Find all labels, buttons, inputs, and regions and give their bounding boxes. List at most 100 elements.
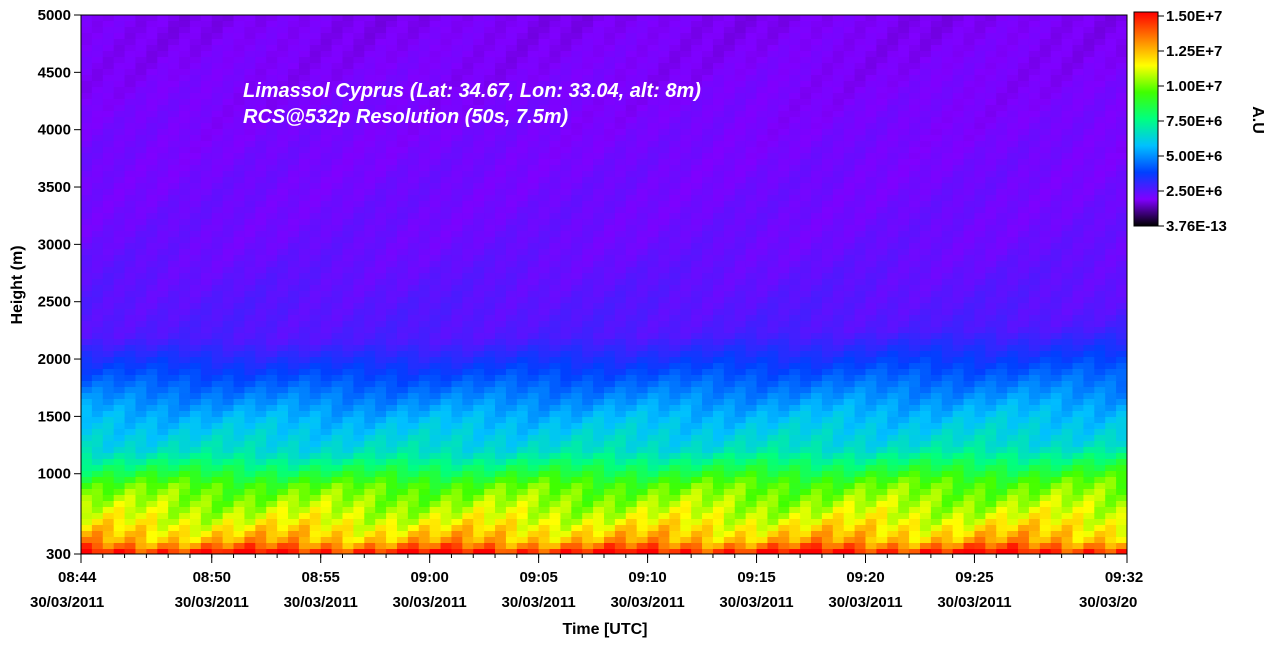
heatmap-cell: [669, 147, 681, 154]
heatmap-cell: [364, 81, 376, 88]
heatmap-cell: [81, 381, 93, 388]
heatmap-cell: [418, 21, 431, 28]
heatmap-cell: [266, 57, 278, 64]
heatmap-cell: [124, 375, 137, 382]
heatmap-cell: [189, 351, 202, 358]
heatmap-cell: [146, 165, 158, 172]
heatmap-cell: [505, 345, 518, 352]
heatmap-cell: [593, 543, 605, 550]
heatmap-cell: [277, 357, 289, 364]
heatmap-cell: [386, 369, 398, 376]
heatmap-cell: [233, 441, 246, 448]
heatmap-cell: [233, 195, 246, 202]
heatmap-cell: [309, 465, 322, 472]
heatmap-cell: [244, 351, 256, 358]
heatmap-cell: [255, 99, 267, 106]
heatmap-cell: [135, 453, 147, 460]
heatmap-cell: [582, 471, 594, 478]
heatmap-cell: [538, 255, 551, 262]
heatmap-cell: [309, 147, 322, 154]
heatmap-cell: [124, 159, 137, 166]
heatmap-cell: [288, 267, 300, 274]
heatmap-cell: [375, 411, 387, 418]
heatmap-cell: [233, 135, 246, 142]
heatmap-cell: [146, 39, 158, 46]
heatmap-cell: [549, 279, 562, 286]
heatmap-cell: [364, 549, 376, 554]
heatmap-cell: [604, 321, 616, 328]
heatmap-cell: [407, 33, 420, 40]
heatmap-cell: [288, 501, 300, 508]
heatmap-cell: [331, 57, 344, 64]
heatmap-cell: [102, 33, 115, 40]
heatmap-cell: [342, 249, 354, 256]
heatmap-cell: [636, 447, 649, 454]
heatmap-cell: [386, 183, 398, 190]
heatmap-cell: [233, 537, 246, 544]
heatmap-cell: [81, 543, 93, 550]
heatmap-cell: [614, 105, 627, 112]
heatmap-cell: [549, 189, 562, 196]
heatmap-cell: [233, 117, 246, 124]
heatmap-cell: [593, 399, 605, 406]
heatmap-cell: [440, 297, 453, 304]
heatmap-cell: [157, 39, 169, 46]
heatmap-cell: [320, 57, 333, 64]
heatmap-cell: [407, 501, 420, 508]
heatmap-cell: [298, 15, 311, 22]
heatmap-cell: [582, 249, 594, 256]
heatmap-cell: [527, 219, 540, 226]
heatmap-cell: [353, 471, 365, 478]
heatmap-cell: [440, 261, 453, 268]
heatmap-cell: [614, 165, 627, 172]
heatmap-cell: [288, 477, 300, 484]
heatmap-cell: [211, 417, 224, 424]
heatmap-cell: [440, 273, 453, 280]
heatmap-cell: [157, 465, 169, 472]
heatmap-cell: [102, 327, 115, 334]
heatmap-cell: [614, 459, 627, 466]
heatmap-cell: [342, 369, 354, 376]
heatmap-cell: [418, 489, 431, 496]
heatmap-cell: [189, 477, 202, 484]
heatmap-cell: [244, 279, 256, 286]
heatmap-cell: [647, 39, 660, 46]
heatmap-cell: [309, 165, 322, 172]
heatmap-cell: [331, 357, 344, 364]
heatmap-cell: [516, 405, 529, 412]
heatmap-cell: [298, 477, 311, 484]
heatmap-cell: [407, 441, 420, 448]
heatmap-cell: [473, 129, 485, 136]
heatmap-cell: [549, 333, 562, 340]
heatmap-cell: [146, 177, 158, 184]
heatmap-cell: [211, 345, 224, 352]
heatmap-cell: [277, 291, 289, 298]
heatmap-cell: [549, 447, 562, 454]
heatmap-cell: [669, 57, 681, 64]
heatmap-cell: [113, 465, 126, 472]
heatmap-cell: [309, 477, 322, 484]
heatmap-cell: [200, 177, 213, 184]
heatmap-cell: [516, 501, 529, 508]
heatmap-cell: [516, 51, 529, 58]
heatmap-cell: [604, 75, 616, 82]
heatmap-cell: [527, 321, 540, 328]
heatmap-cell: [353, 465, 365, 472]
heatmap-cell: [244, 537, 256, 544]
heatmap-cell: [571, 195, 583, 202]
heatmap-cell: [560, 495, 572, 502]
heatmap-cell: [625, 447, 638, 454]
heatmap-cell: [462, 201, 474, 208]
heatmap-cell: [288, 519, 300, 526]
heatmap-cell: [527, 201, 540, 208]
heatmap-cell: [135, 465, 147, 472]
heatmap-cell: [81, 435, 93, 442]
heatmap-cell: [298, 111, 311, 118]
heatmap-cell: [91, 105, 104, 112]
heatmap-cell: [462, 99, 474, 106]
heatmap-cell: [658, 273, 670, 280]
heatmap-cell: [614, 231, 627, 238]
heatmap-cell: [342, 357, 354, 364]
heatmap-cell: [396, 195, 409, 202]
heatmap-cell: [255, 369, 267, 376]
